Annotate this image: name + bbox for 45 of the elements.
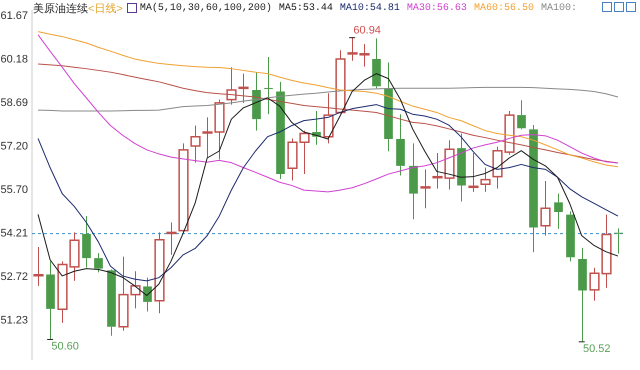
candlestick xyxy=(166,222,177,256)
y-tick-label: 60.18 xyxy=(0,53,28,66)
annotation: 50.52 xyxy=(582,342,610,355)
candlestick xyxy=(480,167,491,192)
text: MA5:53.44 xyxy=(278,2,333,14)
candlestick xyxy=(432,152,443,190)
candlestick xyxy=(420,168,431,209)
candlestick xyxy=(118,256,129,332)
y-tick-label: 58.69 xyxy=(0,96,28,109)
text: MA100: xyxy=(540,2,577,14)
chart-subtitle: <日线> xyxy=(88,2,123,16)
annotation: MA(5,10,30,60,100,200) xyxy=(140,2,272,14)
candlestick xyxy=(33,246,44,286)
candlestick xyxy=(347,36,358,62)
y-tick-label: 55.70 xyxy=(0,184,28,196)
y-tick-label: 61.67 xyxy=(0,10,28,22)
candlestick xyxy=(468,152,479,192)
text: MA30:56.63 xyxy=(406,2,467,14)
annotation: 50.60 xyxy=(51,340,79,352)
candlestick xyxy=(299,130,310,175)
candlestick xyxy=(202,116,213,158)
text: MA10:54.81 xyxy=(340,2,400,14)
candlestick xyxy=(287,138,298,181)
candlestick xyxy=(601,214,612,288)
candlestick xyxy=(190,125,201,164)
y-tick-label: 54.21 xyxy=(0,228,28,240)
candlestick xyxy=(323,92,334,144)
y-tick-label: 52.72 xyxy=(0,271,28,284)
candlestick xyxy=(589,267,600,302)
candlestick xyxy=(69,232,80,282)
annotation: 60.94 xyxy=(353,24,381,37)
candlestick xyxy=(214,99,225,160)
candlestick xyxy=(540,180,551,236)
candlestick xyxy=(154,232,165,314)
candlestick xyxy=(444,140,455,190)
candlestick xyxy=(492,146,503,190)
text: MA60:56.50 xyxy=(474,2,534,14)
chart-title: 美原油连续 xyxy=(33,2,88,16)
y-tick-label: 57.20 xyxy=(0,140,28,152)
y-tick-label: 51.23 xyxy=(0,314,28,327)
candlestick xyxy=(130,270,141,309)
candlestick xyxy=(238,73,249,104)
candlestick xyxy=(226,66,237,106)
candlestick xyxy=(359,44,370,68)
candlestick xyxy=(57,260,68,324)
